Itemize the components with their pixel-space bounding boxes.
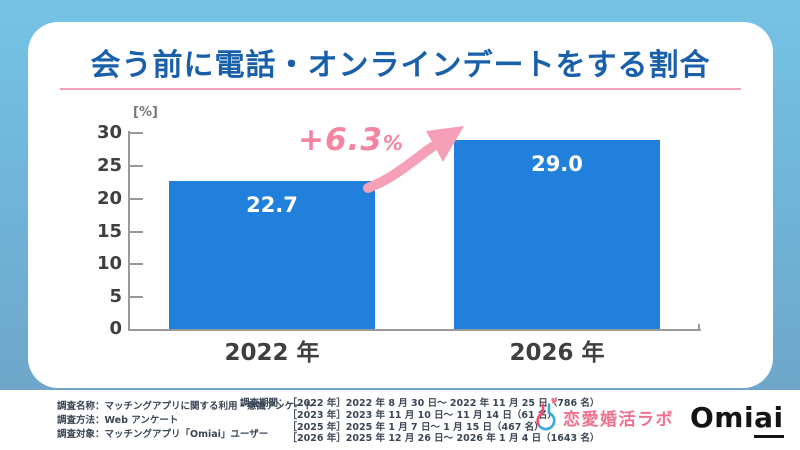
y-tick-label: 10 — [96, 253, 122, 274]
x-category-2026: 2026 年 — [509, 340, 605, 366]
title-divider — [60, 88, 741, 90]
page-title: 会う前に電話・オンラインデートをする割合 — [90, 48, 711, 83]
increase-value: +6.3 — [298, 122, 383, 158]
bar-2026-value: 29.0 — [531, 152, 583, 176]
y-tick — [130, 263, 143, 265]
y-tick-label: 5 — [109, 286, 122, 307]
bar-2022-value: 22.7 — [246, 193, 298, 217]
survey-method-label: 調査方法： — [57, 415, 105, 426]
y-tick — [130, 132, 143, 134]
survey-period-line: ［2022 年］2022 年 8 月 30 日～ 2022 年 11 月 25 … — [287, 398, 600, 409]
y-tick — [130, 231, 143, 233]
survey-period-line: ［2026 年］2025 年 12 月 26 日～ 2026 年 1 月 4 日… — [287, 433, 600, 445]
survey-period: 調査期間： ［2022 年］2022 年 8 月 30 日～ 2022 年 11… — [240, 398, 599, 445]
increase-unit: % — [382, 131, 404, 155]
increase-arrow-icon — [363, 126, 464, 193]
survey-method-value: Web アンケート — [104, 415, 179, 426]
x-axis-end-tick — [698, 324, 700, 330]
survey-target-row: 調査対象：マッチングアプリ「Omiai」ユーザー — [57, 428, 313, 442]
survey-name-value: マッチングアプリに関する利用・意識アンケート — [104, 401, 314, 412]
survey-target-value: マッチングアプリ「Omiai」ユーザー — [104, 429, 269, 440]
x-axis-line — [128, 329, 701, 331]
lab-logo-text: 恋愛婚活ラボ — [563, 409, 674, 430]
survey-period-line: ［2023 年］2023 年 11 月 10 日～ 11 月 14 日（61 名… — [287, 409, 557, 421]
footer: 調査名称：マッチングアプリに関する利用・意識アンケート 調査方法：Web アンケ… — [0, 390, 800, 450]
y-tick-label: 25 — [96, 155, 122, 176]
survey-target-label: 調査対象： — [57, 429, 105, 440]
omiai-logo-text: Omi — [690, 401, 755, 434]
survey-method-row: 調査方法：Web アンケート — [57, 414, 313, 428]
survey-period-lines: ［2022 年］2022 年 8 月 30 日～ 2022 年 11 月 25 … — [288, 398, 600, 445]
renai-konkatsu-lab-logo: ♥ 恋愛婚活ラボ — [534, 396, 674, 434]
omiai-logo: Omiai — [690, 401, 784, 438]
survey-name-label: 調査名称： — [57, 401, 105, 412]
y-tick-label: 0 — [109, 318, 122, 339]
y-tick-label: 30 — [96, 122, 122, 143]
y-tick — [130, 165, 143, 167]
flask-icon — [536, 403, 556, 431]
x-category-2022: 2022 年 — [224, 340, 320, 366]
survey-info: 調査名称：マッチングアプリに関する利用・意識アンケート 調査方法：Web アンケ… — [57, 400, 313, 442]
survey-period-line: ［2025 年］2025 年 1 月 7 日～ 1 月 15 日（467 名） — [287, 421, 544, 433]
y-axis-unit-label: [%] — [133, 105, 158, 120]
omiai-logo-underlined-text: ai — [754, 401, 784, 438]
bar-2022: 22.7 — [169, 181, 375, 329]
y-tick-label: 20 — [96, 188, 122, 209]
increase-annotation: +6.3% — [298, 122, 404, 158]
survey-name-row: 調査名称：マッチングアプリに関する利用・意識アンケート — [57, 400, 313, 414]
survey-period-label: 調査期間： — [240, 398, 288, 409]
y-tick — [130, 296, 143, 298]
y-tick-label: 15 — [96, 221, 122, 242]
bar-2026: 29.0 — [454, 140, 660, 329]
y-tick — [130, 198, 143, 200]
y-axis-line — [128, 131, 130, 331]
